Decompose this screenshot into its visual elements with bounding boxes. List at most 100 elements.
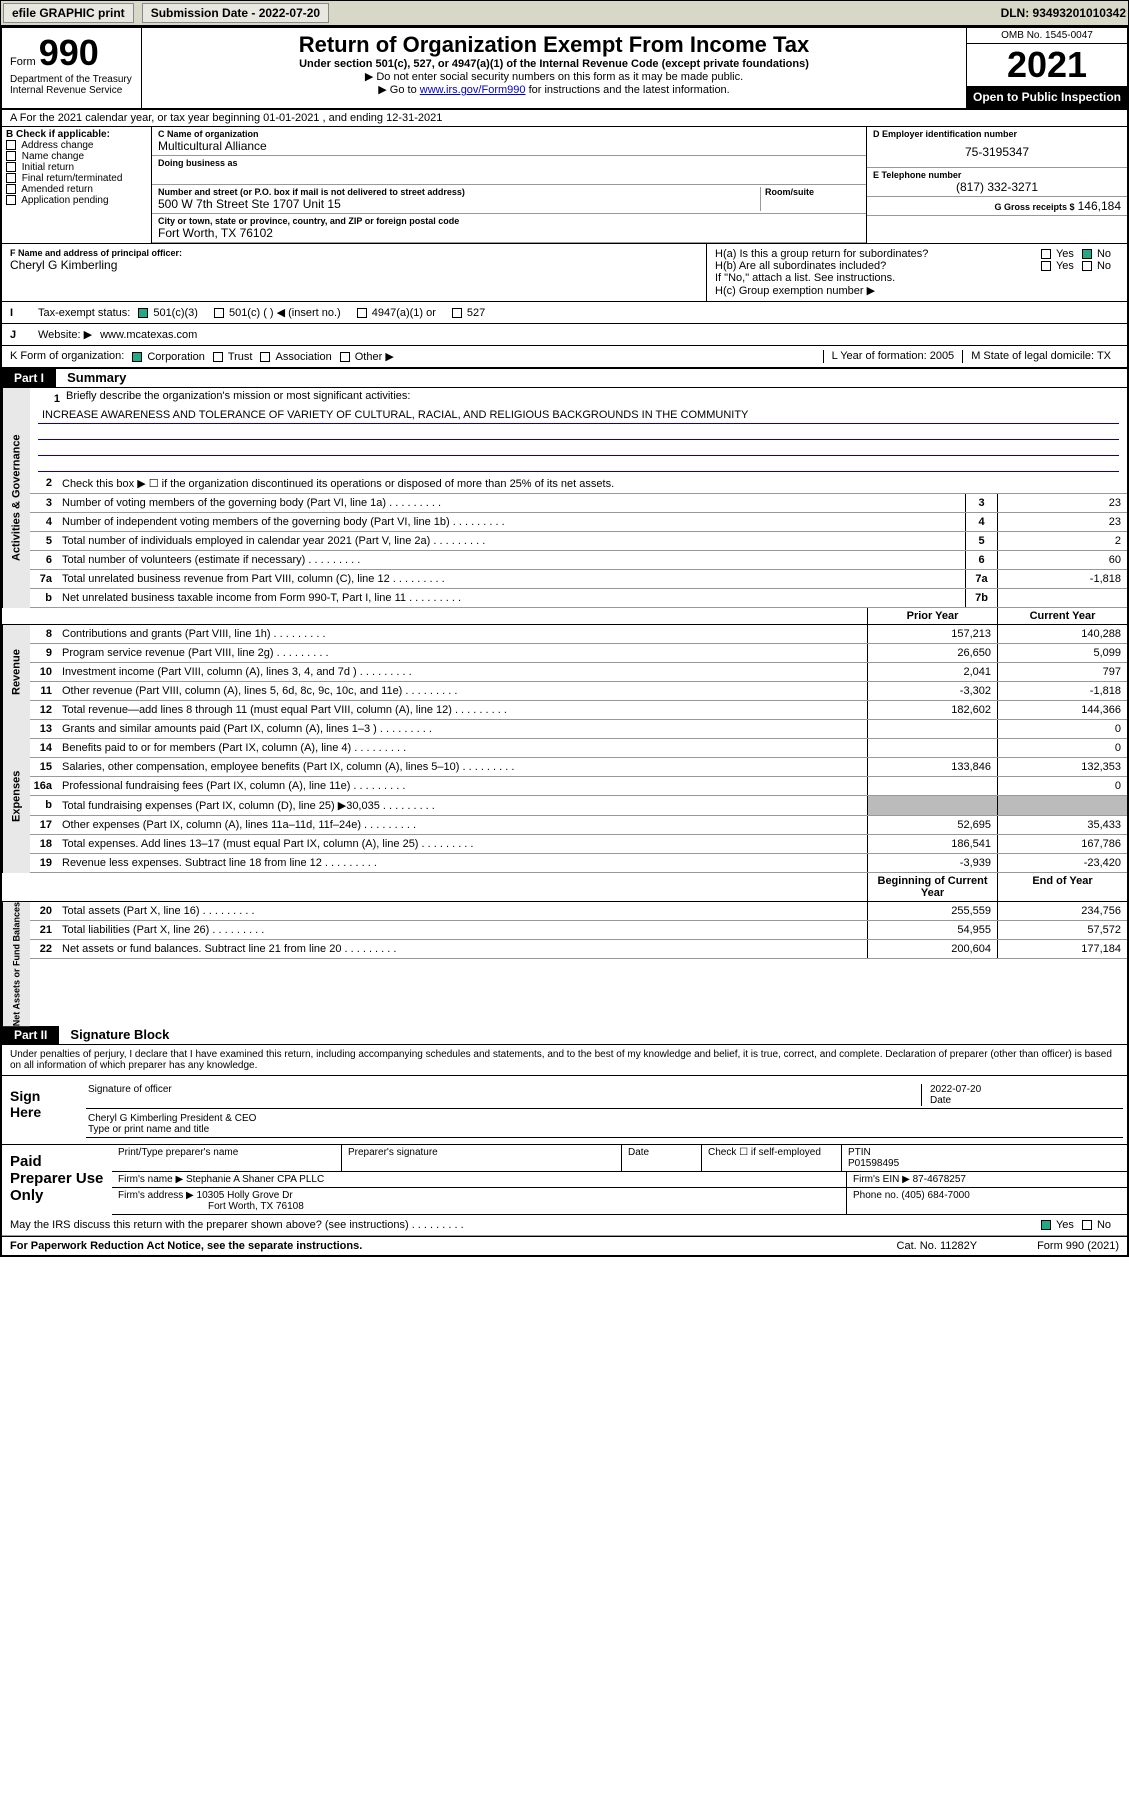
omb-number: OMB No. 1545-0047 bbox=[967, 28, 1127, 44]
q2-text: Check this box ▶ ☐ if the organization d… bbox=[58, 474, 1127, 493]
revenue-label: Revenue bbox=[2, 625, 30, 720]
prior-year-value: 200,604 bbox=[867, 940, 997, 958]
hb-yes-checkbox[interactable]: Yes bbox=[1041, 260, 1074, 272]
prior-year-header: Prior Year bbox=[867, 608, 997, 624]
line-value: 2 bbox=[997, 532, 1127, 550]
department-label: Department of the Treasury Internal Reve… bbox=[10, 74, 133, 96]
line-text: Benefits paid to or for members (Part IX… bbox=[58, 739, 867, 757]
address-label: Number and street (or P.O. box if mail i… bbox=[158, 187, 760, 197]
part-ii-title: Signature Block bbox=[62, 1027, 169, 1042]
line-text: Grants and similar amounts paid (Part IX… bbox=[58, 720, 867, 738]
line-text: Total unrelated business revenue from Pa… bbox=[58, 570, 965, 588]
expenses-label: Expenses bbox=[2, 720, 30, 873]
sig-date-value: 2022-07-20 bbox=[930, 1084, 981, 1095]
line-box: 7b bbox=[965, 589, 997, 607]
efile-print-button[interactable]: efile GRAPHIC print bbox=[3, 3, 134, 23]
officer-name-title: Cheryl G Kimberling President & CEO bbox=[88, 1113, 256, 1124]
year-formation-value: 2005 bbox=[930, 350, 954, 362]
state-domicile-value: TX bbox=[1097, 350, 1111, 362]
firm-address: 10305 Holly Grove Dr bbox=[197, 1190, 293, 1201]
line-text: Salaries, other compensation, employee b… bbox=[58, 758, 867, 776]
prior-year-value bbox=[867, 777, 997, 795]
line-text: Total number of individuals employed in … bbox=[58, 532, 965, 550]
prior-year-value: 26,650 bbox=[867, 644, 997, 662]
prior-year-value bbox=[867, 739, 997, 757]
preparer-date-label: Date bbox=[622, 1145, 702, 1171]
form-label: Form bbox=[10, 56, 36, 68]
box-b-option[interactable]: Amended return bbox=[6, 184, 147, 195]
instruction-link: ▶ Go to www.irs.gov/Form990 for instruct… bbox=[150, 83, 958, 96]
submission-date-button[interactable]: Submission Date - 2022-07-20 bbox=[142, 3, 329, 23]
current-year-value: 140,288 bbox=[997, 625, 1127, 643]
box-b-option[interactable]: Application pending bbox=[6, 195, 147, 206]
line-box: 4 bbox=[965, 513, 997, 531]
hb-no-checkbox[interactable]: No bbox=[1082, 260, 1111, 272]
part-i-title: Summary bbox=[59, 370, 126, 385]
box-b-checklist: B Check if applicable: Address change Na… bbox=[2, 127, 152, 243]
prior-year-value: -3,302 bbox=[867, 682, 997, 700]
current-year-value: 167,786 bbox=[997, 835, 1127, 853]
501c-checkbox[interactable]: 501(c) ( ) ◀ (insert no.) bbox=[214, 306, 341, 319]
ptin-value: P01598495 bbox=[848, 1158, 899, 1169]
firm-ein: 87-4678257 bbox=[913, 1174, 966, 1185]
current-year-value: -1,818 bbox=[997, 682, 1127, 700]
preparer-sig-label: Preparer's signature bbox=[342, 1145, 622, 1171]
box-b-option[interactable]: Name change bbox=[6, 151, 147, 162]
ha-yes-checkbox[interactable]: Yes bbox=[1041, 248, 1074, 260]
ha-label: H(a) Is this a group return for subordin… bbox=[715, 248, 1041, 260]
firm-city: Fort Worth, TX 76108 bbox=[118, 1201, 304, 1212]
current-year-value: 144,366 bbox=[997, 701, 1127, 719]
line-text: Program service revenue (Part VIII, line… bbox=[58, 644, 867, 662]
box-b-option[interactable]: Final return/terminated bbox=[6, 173, 147, 184]
box-b-option[interactable]: Address change bbox=[6, 140, 147, 151]
top-bar: efile GRAPHIC print Submission Date - 20… bbox=[0, 0, 1129, 26]
corporation-checkbox[interactable]: Corporation bbox=[132, 350, 204, 363]
line-box: 7a bbox=[965, 570, 997, 588]
catalog-number: Cat. No. 11282Y bbox=[897, 1240, 978, 1252]
current-year-value: 35,433 bbox=[997, 816, 1127, 834]
firm-phone: (405) 684-7000 bbox=[901, 1190, 969, 1201]
trust-checkbox[interactable]: Trust bbox=[213, 350, 253, 363]
current-year-value: 57,572 bbox=[997, 921, 1127, 939]
501c3-checkbox[interactable]: 501(c)(3) bbox=[138, 307, 198, 319]
self-employed-checkbox[interactable]: Check ☐ if self-employed bbox=[702, 1145, 842, 1171]
current-year-value: 177,184 bbox=[997, 940, 1127, 958]
website-value: www.mcatexas.com bbox=[100, 329, 197, 341]
q1-label: Briefly describe the organization's miss… bbox=[66, 390, 410, 408]
prior-year-value: 186,541 bbox=[867, 835, 997, 853]
end-year-header: End of Year bbox=[997, 873, 1127, 901]
line-value: 23 bbox=[997, 513, 1127, 531]
other-checkbox[interactable]: Other ▶ bbox=[340, 350, 394, 363]
box-b-option[interactable]: Initial return bbox=[6, 162, 147, 173]
firm-name: Stephanie A Shaner CPA PLLC bbox=[186, 1174, 324, 1185]
instruction-ssn: ▶ Do not enter social security numbers o… bbox=[150, 70, 958, 83]
tax-year: 2021 bbox=[967, 44, 1127, 86]
discuss-yes-checkbox[interactable]: Yes bbox=[1041, 1219, 1074, 1231]
association-checkbox[interactable]: Association bbox=[260, 350, 331, 363]
line-text: Number of voting members of the governin… bbox=[58, 494, 965, 512]
room-suite-label: Room/suite bbox=[765, 187, 860, 197]
form-number: 990 bbox=[39, 32, 99, 73]
preparer-name-label: Print/Type preparer's name bbox=[112, 1145, 342, 1171]
prior-year-value: 157,213 bbox=[867, 625, 997, 643]
perjury-declaration: Under penalties of perjury, I declare th… bbox=[2, 1045, 1127, 1076]
activities-governance-label: Activities & Governance bbox=[2, 388, 30, 608]
gross-receipts-label: G Gross receipts $ bbox=[995, 202, 1075, 212]
line-text: Contributions and grants (Part VIII, lin… bbox=[58, 625, 867, 643]
line-text: Total assets (Part X, line 16) bbox=[58, 902, 867, 920]
current-year-value: 234,756 bbox=[997, 902, 1127, 920]
current-year-value: 0 bbox=[997, 720, 1127, 738]
discuss-no-checkbox[interactable]: No bbox=[1082, 1219, 1111, 1231]
form-org-label: K Form of organization: bbox=[10, 350, 124, 363]
prior-year-value bbox=[867, 720, 997, 738]
irs-link[interactable]: www.irs.gov/Form990 bbox=[420, 84, 526, 96]
current-year-value: 132,353 bbox=[997, 758, 1127, 776]
signature-officer-label: Signature of officer bbox=[88, 1084, 921, 1106]
ha-no-checkbox[interactable]: No bbox=[1082, 248, 1111, 260]
discuss-question: May the IRS discuss this return with the… bbox=[10, 1219, 1041, 1231]
paid-preparer-label: Paid Preparer Use Only bbox=[2, 1145, 112, 1215]
org-name-label: C Name of organization bbox=[158, 129, 860, 139]
form-footer-label: Form 990 (2021) bbox=[1037, 1240, 1119, 1252]
4947-checkbox[interactable]: 4947(a)(1) or bbox=[357, 307, 436, 319]
527-checkbox[interactable]: 527 bbox=[452, 307, 485, 319]
